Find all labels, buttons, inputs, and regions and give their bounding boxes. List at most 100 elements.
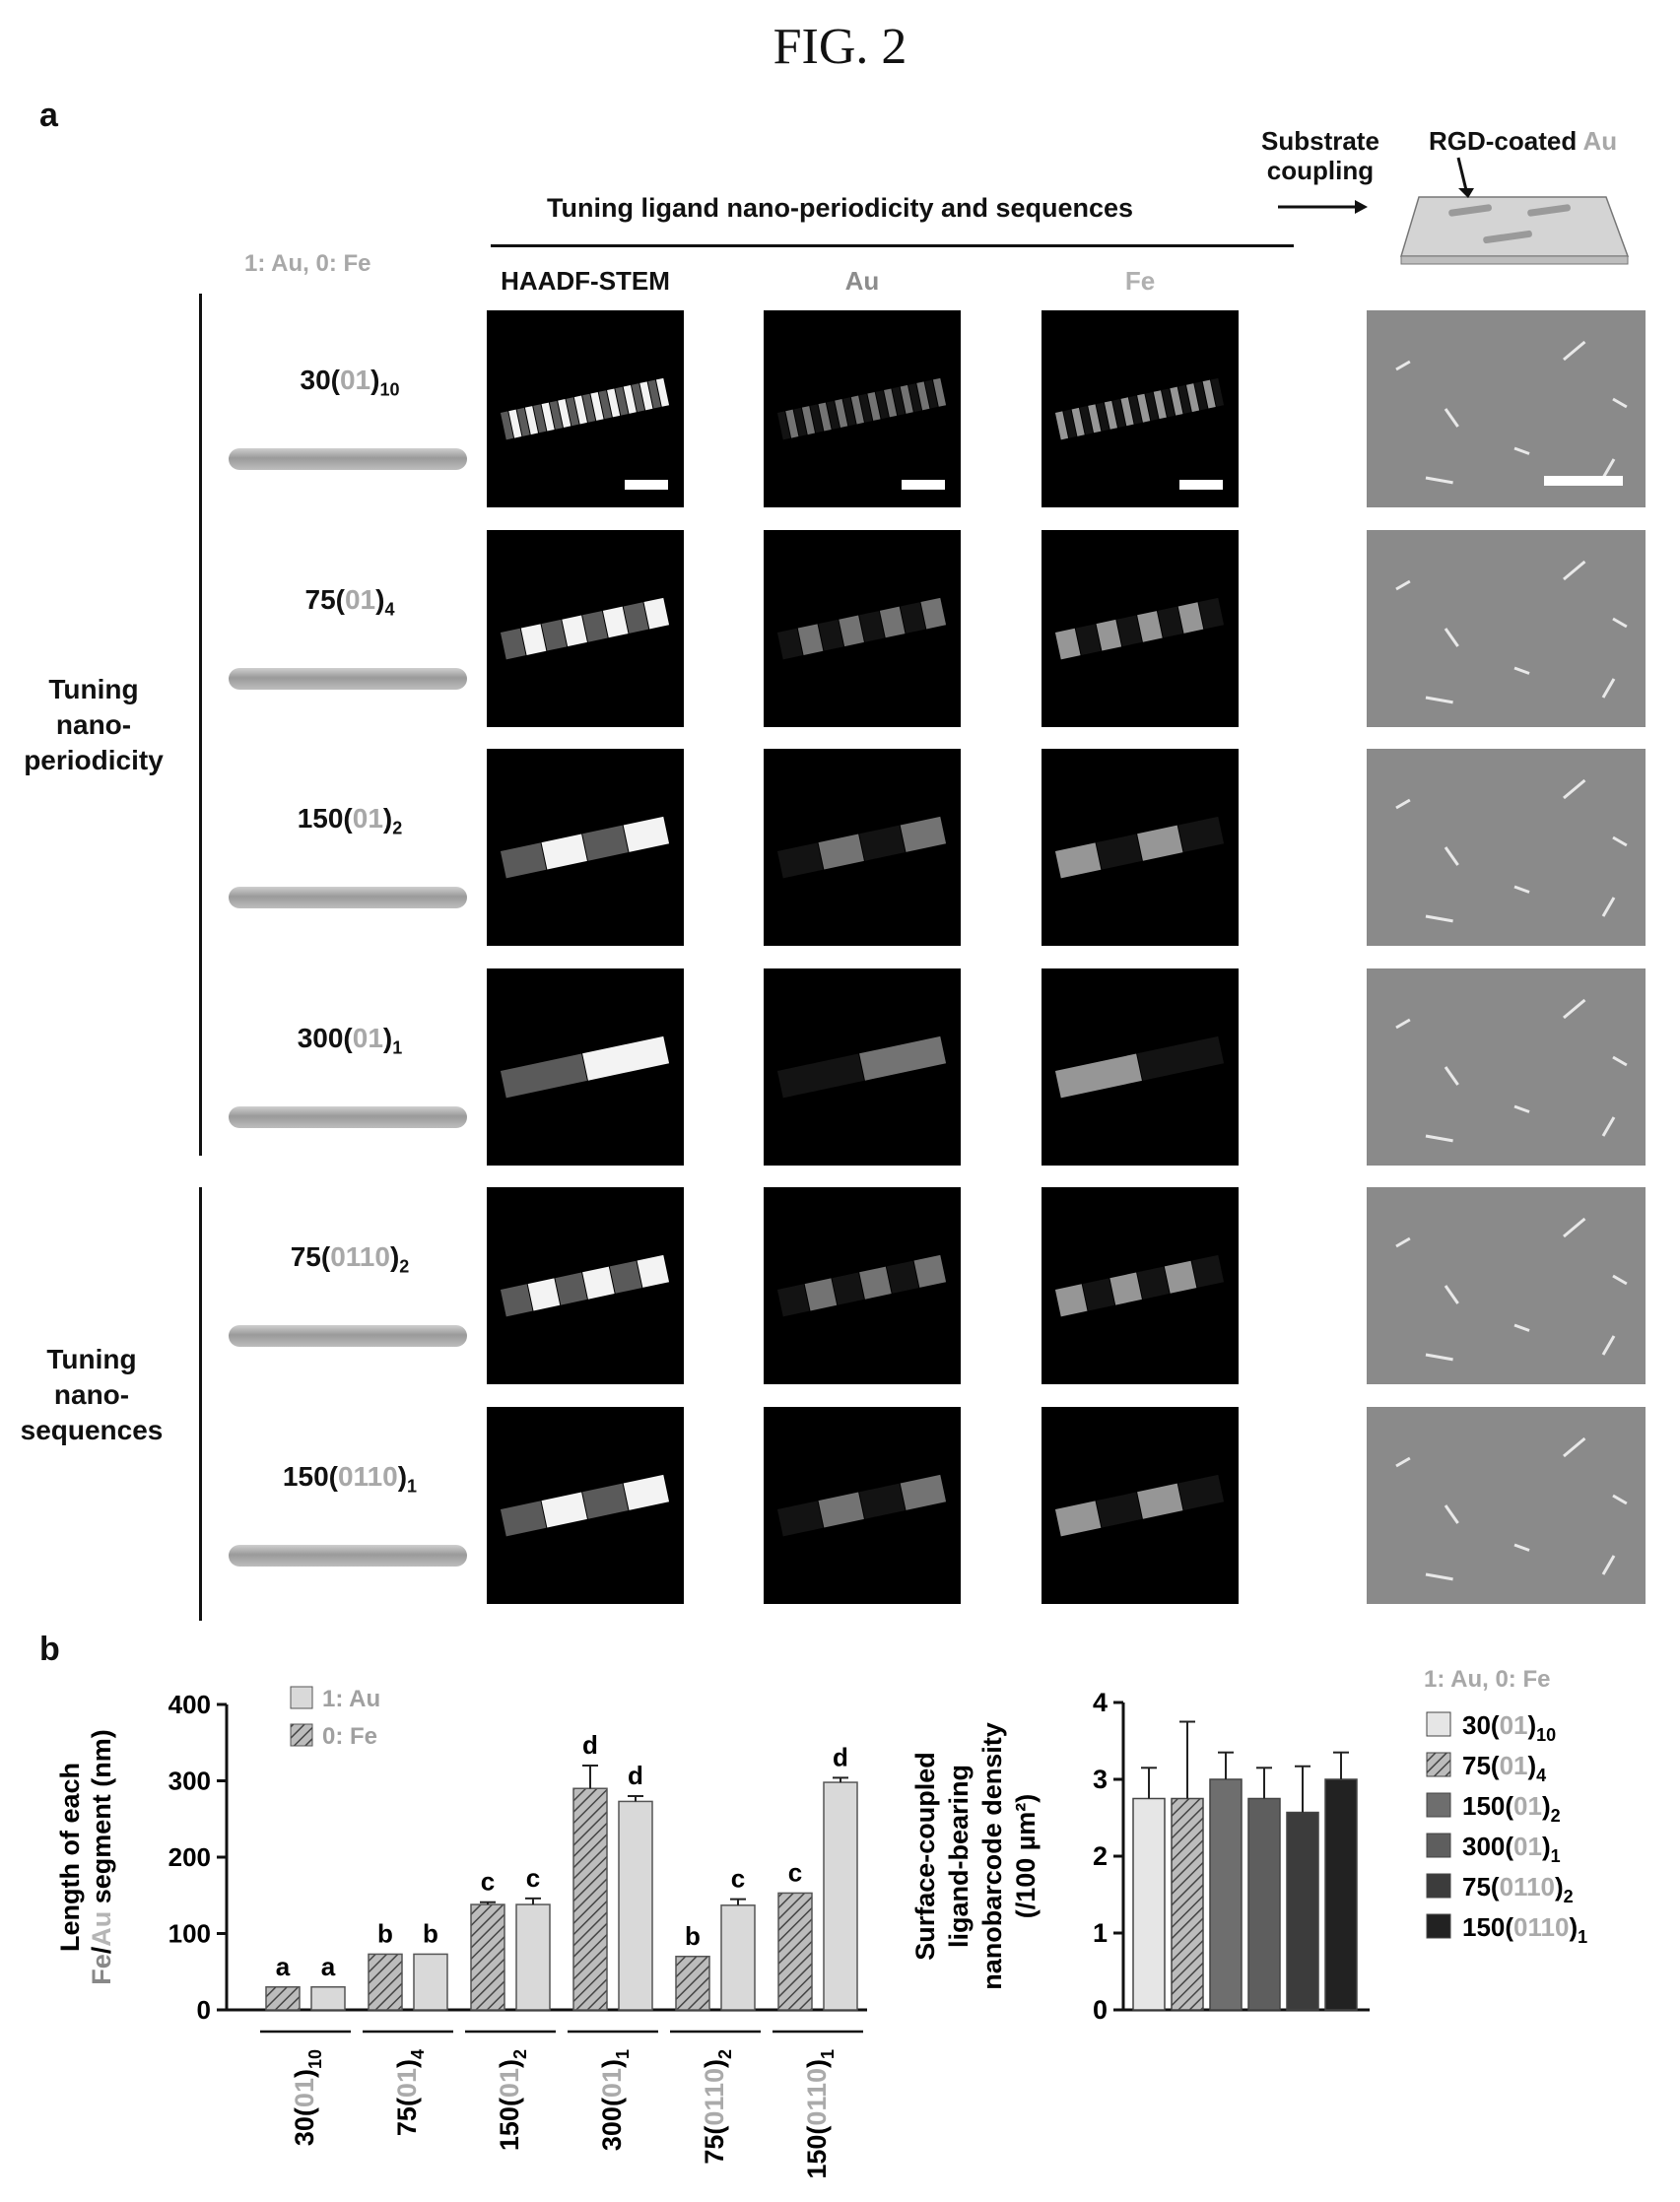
legend-swatch — [1426, 1792, 1451, 1818]
segment-mark — [623, 816, 670, 852]
sem-rod — [1612, 1274, 1628, 1286]
bar — [470, 1903, 505, 2011]
significance-letter: b — [423, 1918, 438, 1948]
haadf-image — [487, 968, 684, 1166]
significance-letter: c — [526, 1863, 540, 1893]
group-label-sequences: Tuning nano- sequences — [18, 1342, 166, 1448]
segment-mark — [859, 1266, 892, 1300]
segment-mark — [615, 386, 629, 416]
segment-mark — [1071, 407, 1085, 436]
y-tick-label: 200 — [168, 1842, 211, 1872]
sequences-group-bar — [199, 1187, 202, 1621]
panel-b-letter: b — [39, 1631, 60, 1668]
sem-substrate-image — [1367, 749, 1646, 946]
segment-mark — [1054, 411, 1069, 440]
segment-mark — [920, 597, 947, 630]
segment-mark — [1054, 1501, 1102, 1537]
segment-mark — [810, 404, 824, 434]
row-label-subscript: 1 — [392, 1037, 403, 1058]
density-bar — [1132, 1797, 1166, 2011]
segment-mark — [500, 628, 526, 660]
bar — [413, 1953, 448, 2011]
sem-rod — [1513, 1543, 1530, 1552]
sem-rod — [1425, 914, 1453, 923]
rgd-label: RGD-coated Au — [1429, 126, 1617, 157]
sem-rod — [1612, 617, 1628, 629]
segment-mark — [541, 834, 587, 870]
segment-mark — [859, 611, 885, 642]
segment-mark — [1137, 825, 1183, 861]
legend-label: 1: Au — [322, 1686, 380, 1712]
significance-letter: a — [276, 1952, 291, 1981]
segment-mark — [1170, 386, 1183, 416]
sem-rod — [1425, 696, 1453, 704]
segment-mark — [797, 624, 824, 655]
col-header-au: Au — [844, 266, 880, 296]
segment-mark — [1194, 381, 1208, 411]
segment-mark — [1191, 1254, 1225, 1288]
legend-label: 75(01)4 — [1462, 1751, 1546, 1785]
x-category-label: 150(0110)1 — [802, 2049, 838, 2179]
bar — [823, 1781, 858, 2011]
segment-mark — [602, 606, 629, 638]
significance-letter: c — [481, 1867, 495, 1897]
sem-rod — [1444, 628, 1459, 647]
segment-mark — [1116, 615, 1142, 647]
row-label-code: 01 — [352, 803, 383, 834]
legend-label: 150(0110)1 — [1462, 1912, 1587, 1947]
sem-rod — [1513, 1323, 1530, 1332]
sem-rod — [1612, 1494, 1628, 1505]
top-label: Tuning ligand nano-periodicity and seque… — [547, 193, 1134, 223]
sem-rod — [1444, 846, 1459, 866]
scale-bar — [1179, 480, 1223, 490]
sem-rod — [1563, 778, 1586, 800]
segment-mark — [1054, 628, 1081, 660]
segment-mark — [1185, 383, 1200, 413]
segment-mark — [886, 1260, 919, 1294]
group-label-periodicity: Tuning nano- periodicity — [20, 672, 168, 778]
y-tick-label: 1 — [1093, 1918, 1108, 1948]
y-tick-label: 2 — [1093, 1841, 1108, 1871]
segment-mark — [1079, 406, 1094, 435]
sem-rod — [1563, 998, 1586, 1020]
row-label-prefix: 75( — [304, 584, 345, 615]
nanobarcode-rod — [229, 1106, 467, 1128]
segment-mark — [776, 1501, 824, 1537]
segment-mark — [639, 381, 653, 411]
segment-mark — [1128, 395, 1142, 425]
legend-zero: 0 — [315, 250, 329, 277]
density-bar — [1171, 1797, 1204, 2011]
sem-rod — [1444, 1066, 1459, 1086]
row-label-code: 0110 — [330, 1241, 390, 1272]
y-axis-label-line: nanobarcode density — [977, 1722, 1007, 1990]
sem-rod — [1563, 1217, 1586, 1238]
sem-rod — [1395, 579, 1411, 591]
significance-letter: d — [582, 1730, 598, 1760]
segment-mark — [562, 615, 587, 647]
segment-mark — [913, 1254, 947, 1288]
sem-substrate-image — [1367, 1187, 1646, 1384]
sem-rod — [1395, 1456, 1411, 1468]
segment-mark — [1096, 402, 1109, 432]
legend-swatch — [1426, 1752, 1451, 1777]
segment-mark — [1164, 1260, 1197, 1294]
segment-mark — [785, 409, 799, 438]
substrate-rod-1 — [1448, 204, 1492, 217]
row-label-suffix: ) — [382, 1023, 393, 1053]
segment-mark — [1088, 404, 1102, 434]
substrate-coupling-line2: coupling — [1266, 156, 1375, 185]
segment-mark — [1210, 377, 1225, 407]
row-label: 75(01)4 — [227, 584, 473, 621]
segment-mark — [655, 377, 670, 407]
density-chart: Surface-coupled ligand-bearing nanobarcode… — [887, 1665, 1675, 2039]
substrate-coupling-label: Substrate coupling — [1261, 126, 1379, 185]
x-category-label: 75(01)4 — [392, 2049, 428, 2136]
segment-mark — [1096, 1492, 1142, 1528]
segment-mark — [609, 1260, 642, 1294]
segment-mark — [776, 1284, 810, 1317]
y-axis-label-line: Fe/Au segment (nm) — [87, 1729, 116, 1985]
haadf-image — [487, 749, 684, 946]
bar — [675, 1956, 710, 2011]
segment-mark — [818, 402, 832, 432]
substrate-coupling-line1: Substrate — [1261, 126, 1379, 156]
